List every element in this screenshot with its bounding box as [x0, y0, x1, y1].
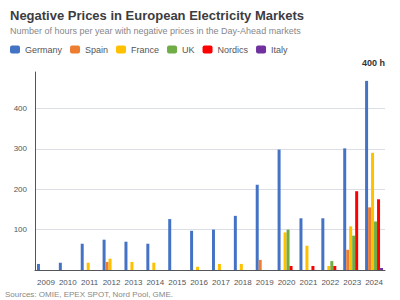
svg-text:2018: 2018	[234, 278, 252, 287]
svg-text:Negative Prices in European El: Negative Prices in European Electricity …	[10, 8, 304, 23]
svg-text:300: 300	[14, 144, 28, 153]
svg-text:2009: 2009	[37, 278, 55, 287]
svg-text:200: 200	[14, 185, 28, 194]
svg-text:2016: 2016	[190, 278, 208, 287]
svg-text:Germany: Germany	[25, 45, 63, 55]
svg-text:2021: 2021	[300, 278, 318, 287]
svg-text:Italy: Italy	[271, 45, 288, 55]
svg-text:2015: 2015	[168, 278, 186, 287]
svg-text:400: 400	[14, 104, 28, 113]
svg-text:Nordics: Nordics	[218, 45, 249, 55]
svg-text:2022: 2022	[321, 278, 339, 287]
svg-text:2024: 2024	[365, 278, 383, 287]
svg-text:100: 100	[14, 225, 28, 234]
svg-text:Sources: OMIE, EPEX SPOT, Nord: Sources: OMIE, EPEX SPOT, Nord Pool, GME…	[5, 290, 173, 299]
svg-text:2020: 2020	[278, 278, 296, 287]
svg-text:2019: 2019	[256, 278, 274, 287]
svg-text:2013: 2013	[125, 278, 143, 287]
svg-text:2012: 2012	[103, 278, 121, 287]
svg-text:2014: 2014	[146, 278, 164, 287]
svg-text:2023: 2023	[343, 278, 361, 287]
svg-text:2011: 2011	[81, 278, 99, 287]
svg-text:Number of hours per year with: Number of hours per year with negative p…	[10, 26, 301, 36]
svg-text:2010: 2010	[59, 278, 77, 287]
svg-text:400 h: 400 h	[362, 58, 385, 68]
svg-text:Spain: Spain	[85, 45, 108, 55]
svg-text:France: France	[131, 45, 159, 55]
svg-text:UK: UK	[182, 45, 195, 55]
svg-text:2017: 2017	[212, 278, 230, 287]
